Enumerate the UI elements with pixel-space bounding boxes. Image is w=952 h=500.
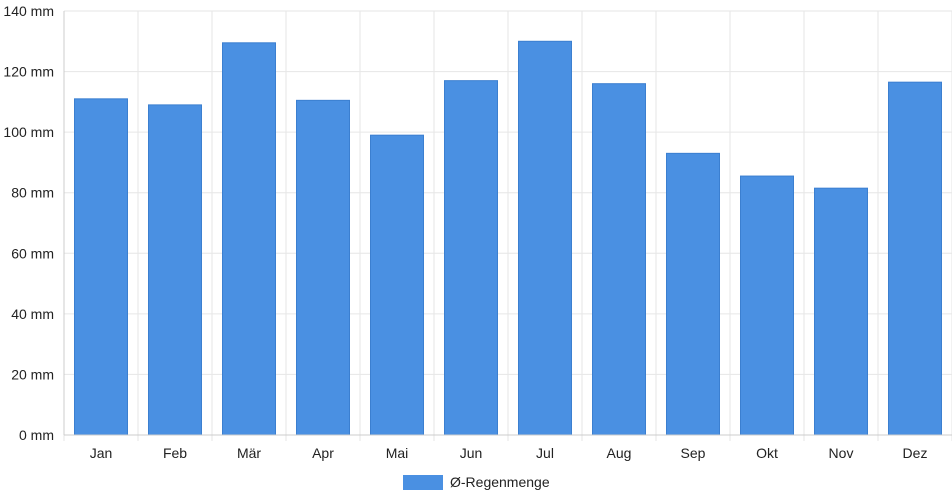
bar-sep[interactable] bbox=[666, 152, 720, 436]
legend: Ø-Regenmenge bbox=[403, 474, 550, 490]
bar-mai[interactable] bbox=[370, 134, 424, 436]
y-tick-label: 40 mm bbox=[11, 306, 54, 322]
x-tick-label: Feb bbox=[163, 445, 187, 461]
bar-nov[interactable] bbox=[814, 187, 868, 436]
x-tick-label: Apr bbox=[312, 445, 334, 461]
bar-okt[interactable] bbox=[740, 175, 794, 436]
y-tick-label: 120 mm bbox=[3, 64, 54, 80]
bar-jul[interactable] bbox=[518, 40, 572, 436]
bars bbox=[74, 40, 942, 436]
x-tick-label: Jul bbox=[536, 445, 554, 461]
bar-feb[interactable] bbox=[148, 104, 202, 436]
y-tick-label: 0 mm bbox=[19, 427, 54, 443]
x-tick-label: Jan bbox=[90, 445, 113, 461]
x-tick-label: Dez bbox=[903, 445, 928, 461]
x-tick-label: Sep bbox=[681, 445, 706, 461]
bar-mär[interactable] bbox=[222, 42, 276, 436]
y-tick-label: 80 mm bbox=[11, 185, 54, 201]
x-tick-label: Mai bbox=[386, 445, 409, 461]
x-tick-label: Mär bbox=[237, 445, 261, 461]
bar-apr[interactable] bbox=[296, 99, 350, 436]
x-tick-label: Nov bbox=[829, 445, 854, 461]
y-axis: 0 mm 20 mm 40 mm 60 mm 80 mm 100 mm 120 mm 140 … bbox=[3, 3, 65, 443]
bar-jun[interactable] bbox=[444, 80, 498, 436]
y-tick-label: 140 mm bbox=[3, 3, 54, 19]
bar-aug[interactable] bbox=[592, 83, 646, 436]
bar-jan[interactable] bbox=[74, 98, 128, 436]
x-axis: Jan Feb Mär Apr Mai Jun Jul Aug Sep Okt Nov Dez bbox=[64, 434, 952, 461]
legend-label: Ø-Regenmenge bbox=[450, 474, 550, 490]
grid bbox=[63, 10, 952, 441]
x-tick-label: Jun bbox=[460, 445, 483, 461]
y-tick-label: 60 mm bbox=[11, 245, 54, 261]
y-tick-label: 100 mm bbox=[3, 124, 54, 140]
legend-swatch bbox=[403, 475, 443, 490]
y-tick-label: 20 mm bbox=[11, 366, 54, 382]
x-tick-label: Okt bbox=[756, 445, 778, 461]
x-tick-label: Aug bbox=[607, 445, 632, 461]
bar-dez[interactable] bbox=[888, 81, 942, 436]
